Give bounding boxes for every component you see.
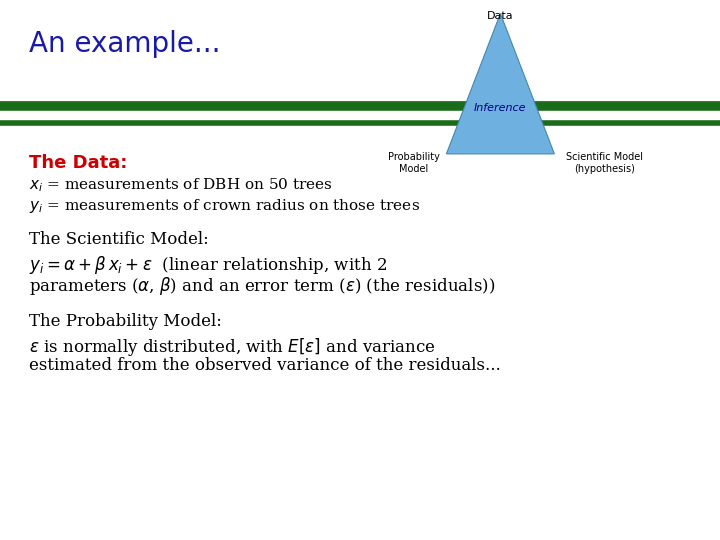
Text: estimated from the observed variance of the residuals...: estimated from the observed variance of … xyxy=(29,357,500,374)
Text: Scientific Model
(hypothesis): Scientific Model (hypothesis) xyxy=(567,152,643,174)
Polygon shape xyxy=(446,14,554,154)
Text: Data: Data xyxy=(487,11,513,21)
Text: $\varepsilon$ is normally distributed, with $E[\varepsilon]$ and variance: $\varepsilon$ is normally distributed, w… xyxy=(29,336,436,358)
Text: parameters ($\alpha$, $\beta$) and an error term ($\varepsilon$) (the residuals): parameters ($\alpha$, $\beta$) and an er… xyxy=(29,275,495,298)
Text: Inference: Inference xyxy=(474,103,526,113)
Text: The Probability Model:: The Probability Model: xyxy=(29,313,222,330)
Text: $y_i = \alpha + \beta\, x_i + \varepsilon$  (linear relationship, with 2: $y_i = \alpha + \beta\, x_i + \varepsilo… xyxy=(29,254,387,276)
Text: Probability
Model: Probability Model xyxy=(388,152,440,174)
Text: The Scientific Model:: The Scientific Model: xyxy=(29,231,209,248)
Text: The Data:: The Data: xyxy=(29,154,127,172)
Text: $x_i$ = measurements of DBH on 50 trees: $x_i$ = measurements of DBH on 50 trees xyxy=(29,177,333,194)
Text: An example...: An example... xyxy=(29,30,220,58)
Text: $y_i$ = measurements of crown radius on those trees: $y_i$ = measurements of crown radius on … xyxy=(29,197,420,215)
